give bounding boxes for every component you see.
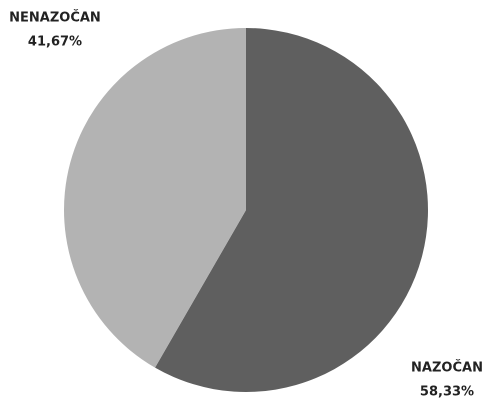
pie-slice [155, 28, 428, 392]
pie-slice [63, 28, 246, 368]
slice-label: NAZOČAN [411, 360, 483, 376]
slice-label: NENAZOČAN [9, 10, 101, 26]
slice-value-label: 58,33% [420, 385, 474, 400]
slice-value-label: 41,67% [28, 35, 82, 50]
